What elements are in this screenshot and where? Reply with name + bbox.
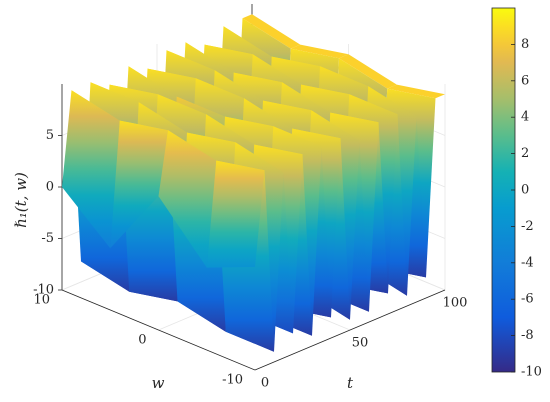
surface-patch [339,54,397,89]
surface-patch [206,160,265,268]
surface-patch [62,90,120,249]
surface-patch [158,130,217,268]
colorbar-tick-label: 8 [521,37,529,52]
y-tick-label: -10 [222,373,243,388]
colorbar-tick-label: -2 [521,219,534,234]
colorbar-tick-label: 0 [521,183,529,198]
x-tick-label: 100 [443,296,468,311]
colorbar-tick-label: 4 [521,110,529,125]
colorbar-tick-label: -6 [521,292,534,307]
colorbar-tick-label: -10 [521,365,542,380]
z-tick-label: -5 [41,231,54,246]
z-tick-label: 0 [46,180,54,195]
colorbar-tick-label: 2 [521,146,529,161]
z-tick-label: -10 [33,283,54,298]
z-axis-label: ℏ₁(t, w) [12,172,30,228]
x-tick-label: 0 [261,376,269,391]
colorbar-tick-label: -8 [521,328,534,343]
colorbar-tick-label: 6 [521,73,529,88]
x-tick-label: 50 [352,336,369,351]
z-tick-label: 5 [46,128,54,143]
surface-patch [242,14,301,49]
axis-line [254,289,446,371]
axis-line [61,289,256,371]
surface-patch [110,120,168,249]
y-tick-label: 10 [33,293,50,308]
y-tick-label: 0 [138,333,146,348]
surface-patch [290,44,349,59]
surface-patch [387,84,445,99]
y-axis-label: w [152,374,165,392]
colorbar-tick-label: -4 [521,255,534,270]
x-axis-label: t [347,374,354,392]
